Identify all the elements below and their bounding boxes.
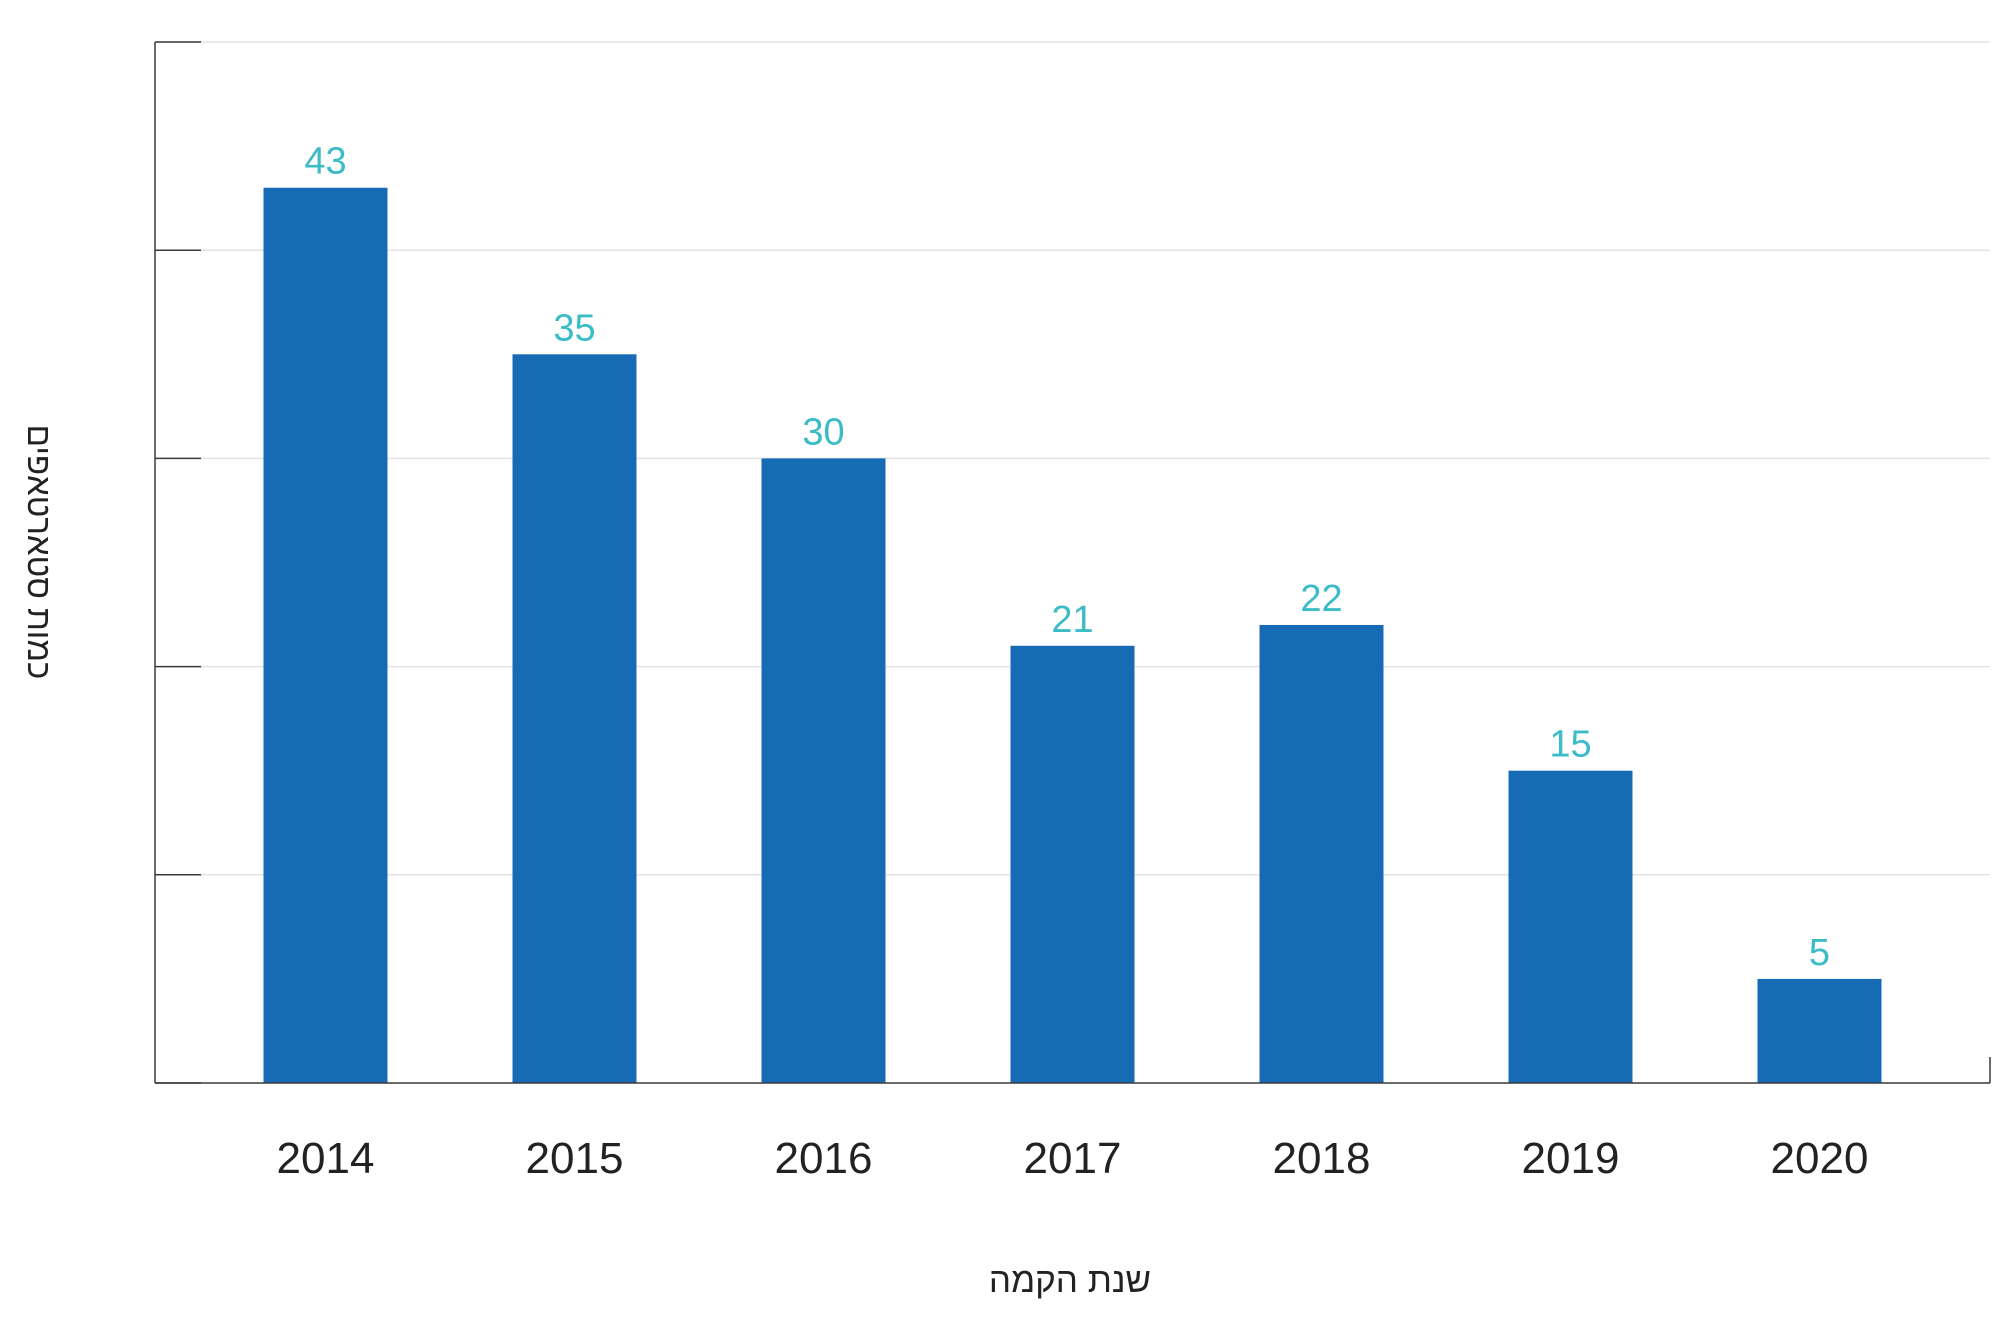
x-tick-label-2017: 2017 xyxy=(1024,1134,1122,1183)
x-tick-label-2018: 2018 xyxy=(1273,1134,1371,1183)
data-labels: 43 35 30 21 22 15 5 xyxy=(304,141,1830,974)
data-label-2020: 5 xyxy=(1809,932,1830,974)
bar-2014 xyxy=(263,187,388,1084)
x-axis-title: שנת הקמה xyxy=(989,1261,1151,1300)
data-label-2019: 15 xyxy=(1549,724,1591,766)
axes xyxy=(154,41,1991,1084)
bar-2016 xyxy=(761,458,886,1083)
y-axis-title: כמות סטארטאפים xyxy=(21,425,58,680)
bar-2018 xyxy=(1259,624,1384,1083)
x-tick-label-2020: 2020 xyxy=(1771,1134,1869,1183)
x-tick-label-2014: 2014 xyxy=(277,1134,375,1183)
x-tick-labels: 2014 2015 2016 2017 2018 2019 2020 xyxy=(277,1134,1869,1183)
gridlines xyxy=(155,41,1990,876)
bars xyxy=(263,187,1882,1084)
bar-2020 xyxy=(1757,978,1882,1083)
data-label-2017: 21 xyxy=(1051,599,1093,641)
x-tick-label-2016: 2016 xyxy=(775,1134,873,1183)
data-label-2015: 35 xyxy=(553,307,595,349)
x-tick-label-2019: 2019 xyxy=(1522,1134,1620,1183)
data-label-2016: 30 xyxy=(802,411,844,453)
bar-2015 xyxy=(512,354,637,1083)
data-label-2018: 22 xyxy=(1300,578,1342,620)
bar-2017 xyxy=(1010,645,1135,1083)
data-label-2014: 43 xyxy=(304,141,346,183)
x-tick-label-2015: 2015 xyxy=(526,1134,624,1183)
bar-2019 xyxy=(1508,770,1633,1083)
